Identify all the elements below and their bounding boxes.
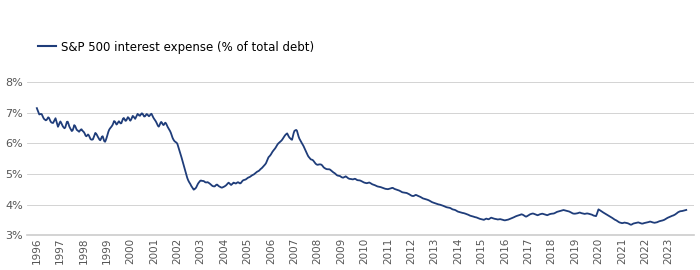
Legend: S&P 500 interest expense (% of total debt): S&P 500 interest expense (% of total deb… xyxy=(34,36,319,58)
